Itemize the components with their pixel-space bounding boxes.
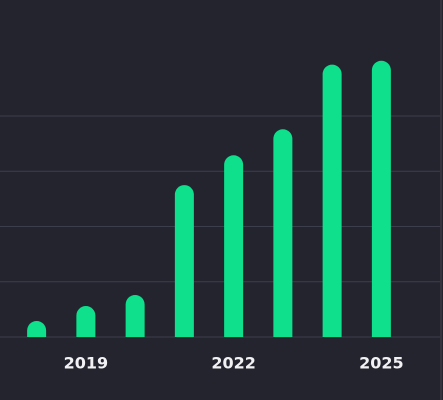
bar	[27, 320, 47, 337]
x-tick-label: 2019	[64, 354, 109, 373]
x-tick-label: 2025	[359, 354, 404, 373]
x-tick-label: 2022	[211, 354, 256, 373]
bar	[125, 295, 145, 337]
bar	[371, 60, 391, 337]
bar	[322, 64, 342, 338]
bar	[273, 129, 293, 337]
bar	[76, 306, 96, 337]
bar	[174, 185, 194, 337]
bar	[224, 155, 244, 337]
